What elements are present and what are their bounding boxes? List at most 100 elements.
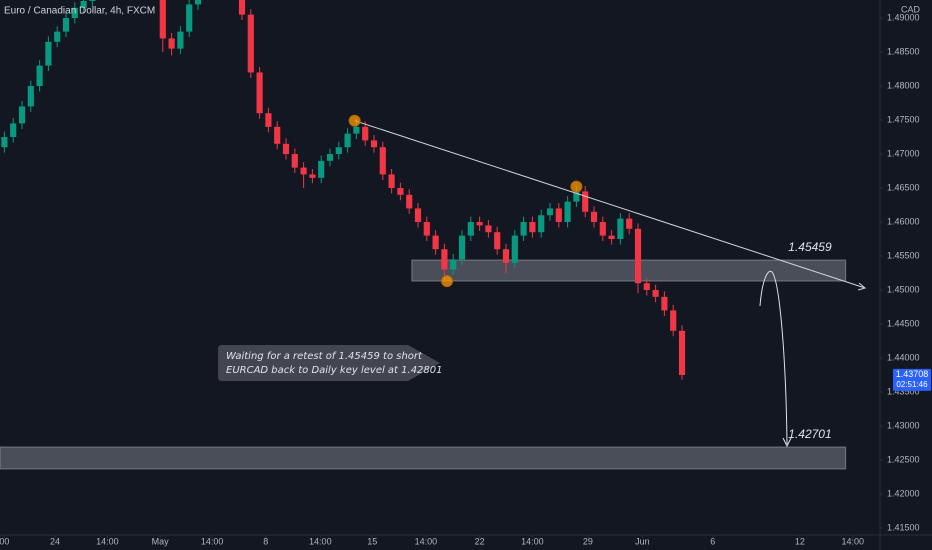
candle-body (362, 126, 369, 141)
x-tick-label: 14:00 (309, 536, 332, 546)
candle-body (406, 194, 413, 209)
last-price-label: 1.43708 (896, 369, 929, 379)
candle-body (36, 65, 43, 87)
y-tick-label: 1.44000 (887, 352, 920, 362)
zone-label: 1.42701 (788, 427, 831, 441)
candle-body (282, 143, 290, 155)
candle-body (71, 7, 78, 19)
candle-body (626, 218, 633, 229)
note-line: Waiting for a retest of 1.45459 to short (226, 351, 423, 362)
candle-body (467, 222, 474, 236)
countdown-label: 02:51:46 (896, 380, 928, 389)
candle-body (485, 225, 492, 233)
candle-body (186, 4, 193, 32)
zone-label: 1.45459 (788, 240, 832, 254)
x-tick-label: 8 (263, 536, 268, 546)
candle-body (89, 0, 96, 2)
candle-body (318, 160, 325, 178)
candle-body (291, 154, 298, 168)
zone (0, 446, 847, 470)
candle-body (432, 235, 439, 250)
arrow-head (782, 437, 792, 448)
candle-body (353, 126, 360, 134)
x-tick-label: 14:00 (201, 536, 224, 546)
candle-body (177, 31, 184, 49)
candle-body (458, 235, 466, 260)
candle-body (256, 72, 263, 114)
x-tick-label: 12 (795, 536, 805, 546)
y-tick-label: 1.42000 (887, 488, 920, 498)
candle-body (520, 222, 527, 236)
projection-arrow (759, 270, 788, 445)
candle-body (573, 191, 580, 202)
candle-body (194, 0, 202, 5)
x-tick-label: 00 (0, 536, 9, 546)
y-tick-label: 1.48000 (887, 80, 920, 90)
candle-body (18, 106, 26, 124)
candle-body (397, 188, 404, 195)
x-tick-label: 15 (367, 536, 377, 546)
candle-body (159, 0, 166, 39)
zone (411, 259, 847, 282)
candle-body (62, 18, 70, 32)
y-tick-label: 1.47000 (887, 148, 920, 158)
y-tick-label: 1.41500 (887, 522, 920, 532)
candle-body (476, 222, 483, 226)
y-tick-label: 1.48500 (887, 46, 920, 56)
candle-body (238, 0, 246, 15)
candle-body (538, 215, 545, 233)
trendline-arrow (857, 282, 867, 291)
candle-body (529, 222, 536, 233)
x-tick-label: 6 (710, 536, 715, 546)
candle-body (27, 86, 34, 107)
candle-body (379, 147, 386, 175)
candle-body (80, 1, 87, 8)
y-tick-label: 1.47500 (887, 114, 920, 124)
y-tick-label: 1.46500 (887, 182, 920, 192)
candle-body (370, 140, 378, 148)
candle-body (388, 174, 395, 189)
candle-body (168, 38, 175, 49)
candle-body (494, 232, 501, 250)
y-tick-label: 1.43500 (887, 386, 920, 396)
candle-body (511, 235, 518, 263)
candle-body (335, 147, 342, 155)
candle-body (617, 218, 624, 240)
x-tick-label: 24 (50, 536, 60, 546)
last-price-box (893, 368, 931, 391)
pivot (570, 180, 583, 193)
candle-body (1, 137, 8, 148)
pivot (441, 275, 454, 288)
x-tick-label: 14:00 (415, 536, 438, 546)
y-tick-label: 1.49000 (887, 12, 920, 22)
candle-body (247, 14, 254, 73)
y-tick-label: 1.45500 (887, 250, 920, 260)
candle-body (546, 208, 554, 216)
plot-area (0, 0, 867, 470)
candle-body (265, 113, 272, 127)
candle-body (599, 222, 606, 236)
trendline (354, 120, 866, 289)
candle-body (10, 123, 17, 138)
x-tick-label: 14:00 (521, 536, 544, 546)
candle-body (423, 222, 430, 236)
candle-body (678, 330, 686, 376)
candle-body (300, 167, 307, 175)
candle-body (634, 228, 642, 284)
x-tick-label: 14:00 (841, 536, 864, 546)
y-tick-label: 1.45000 (887, 284, 920, 294)
x-tick-label: Jun (635, 536, 650, 546)
candle-body (274, 126, 281, 144)
note-line: EURCAD back to Daily key level at 1.4280… (226, 365, 443, 376)
candle-body (670, 310, 677, 331)
candle-body (582, 191, 589, 212)
candle-body (564, 201, 571, 223)
candle-body (450, 259, 457, 270)
candle-body (502, 249, 510, 263)
candle-body (45, 41, 52, 66)
x-tick-label: 14:00 (96, 536, 119, 546)
candle-body (652, 290, 659, 297)
candle-body (643, 283, 650, 291)
chart-title: Euro / Canadian Dollar, 4h, FXCM (4, 6, 155, 17)
